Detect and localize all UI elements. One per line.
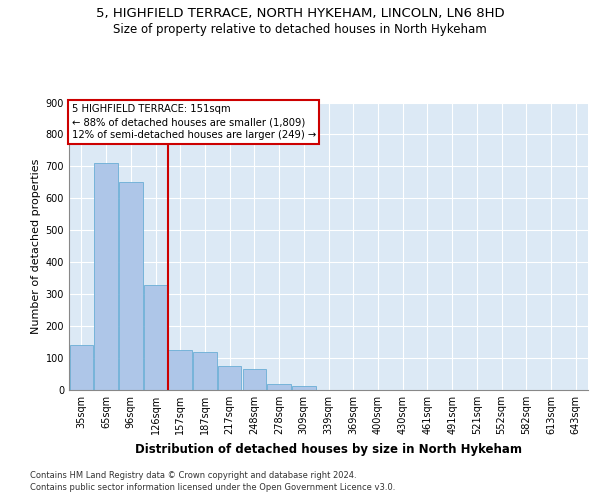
- Text: Size of property relative to detached houses in North Hykeham: Size of property relative to detached ho…: [113, 22, 487, 36]
- Bar: [268, 384, 291, 390]
- Bar: [169, 350, 192, 390]
- Bar: [292, 386, 316, 390]
- Text: Distribution of detached houses by size in North Hykeham: Distribution of detached houses by size …: [136, 442, 522, 456]
- Bar: [94, 163, 118, 390]
- Y-axis label: Number of detached properties: Number of detached properties: [31, 158, 41, 334]
- Bar: [193, 352, 217, 390]
- Text: Contains public sector information licensed under the Open Government Licence v3: Contains public sector information licen…: [30, 484, 395, 492]
- Text: 5, HIGHFIELD TERRACE, NORTH HYKEHAM, LINCOLN, LN6 8HD: 5, HIGHFIELD TERRACE, NORTH HYKEHAM, LIN…: [95, 8, 505, 20]
- Text: 5 HIGHFIELD TERRACE: 151sqm
← 88% of detached houses are smaller (1,809)
12% of : 5 HIGHFIELD TERRACE: 151sqm ← 88% of det…: [71, 104, 316, 141]
- Bar: [119, 182, 143, 390]
- Bar: [242, 369, 266, 390]
- Text: Contains HM Land Registry data © Crown copyright and database right 2024.: Contains HM Land Registry data © Crown c…: [30, 471, 356, 480]
- Bar: [70, 346, 93, 390]
- Bar: [144, 284, 167, 390]
- Bar: [218, 366, 241, 390]
